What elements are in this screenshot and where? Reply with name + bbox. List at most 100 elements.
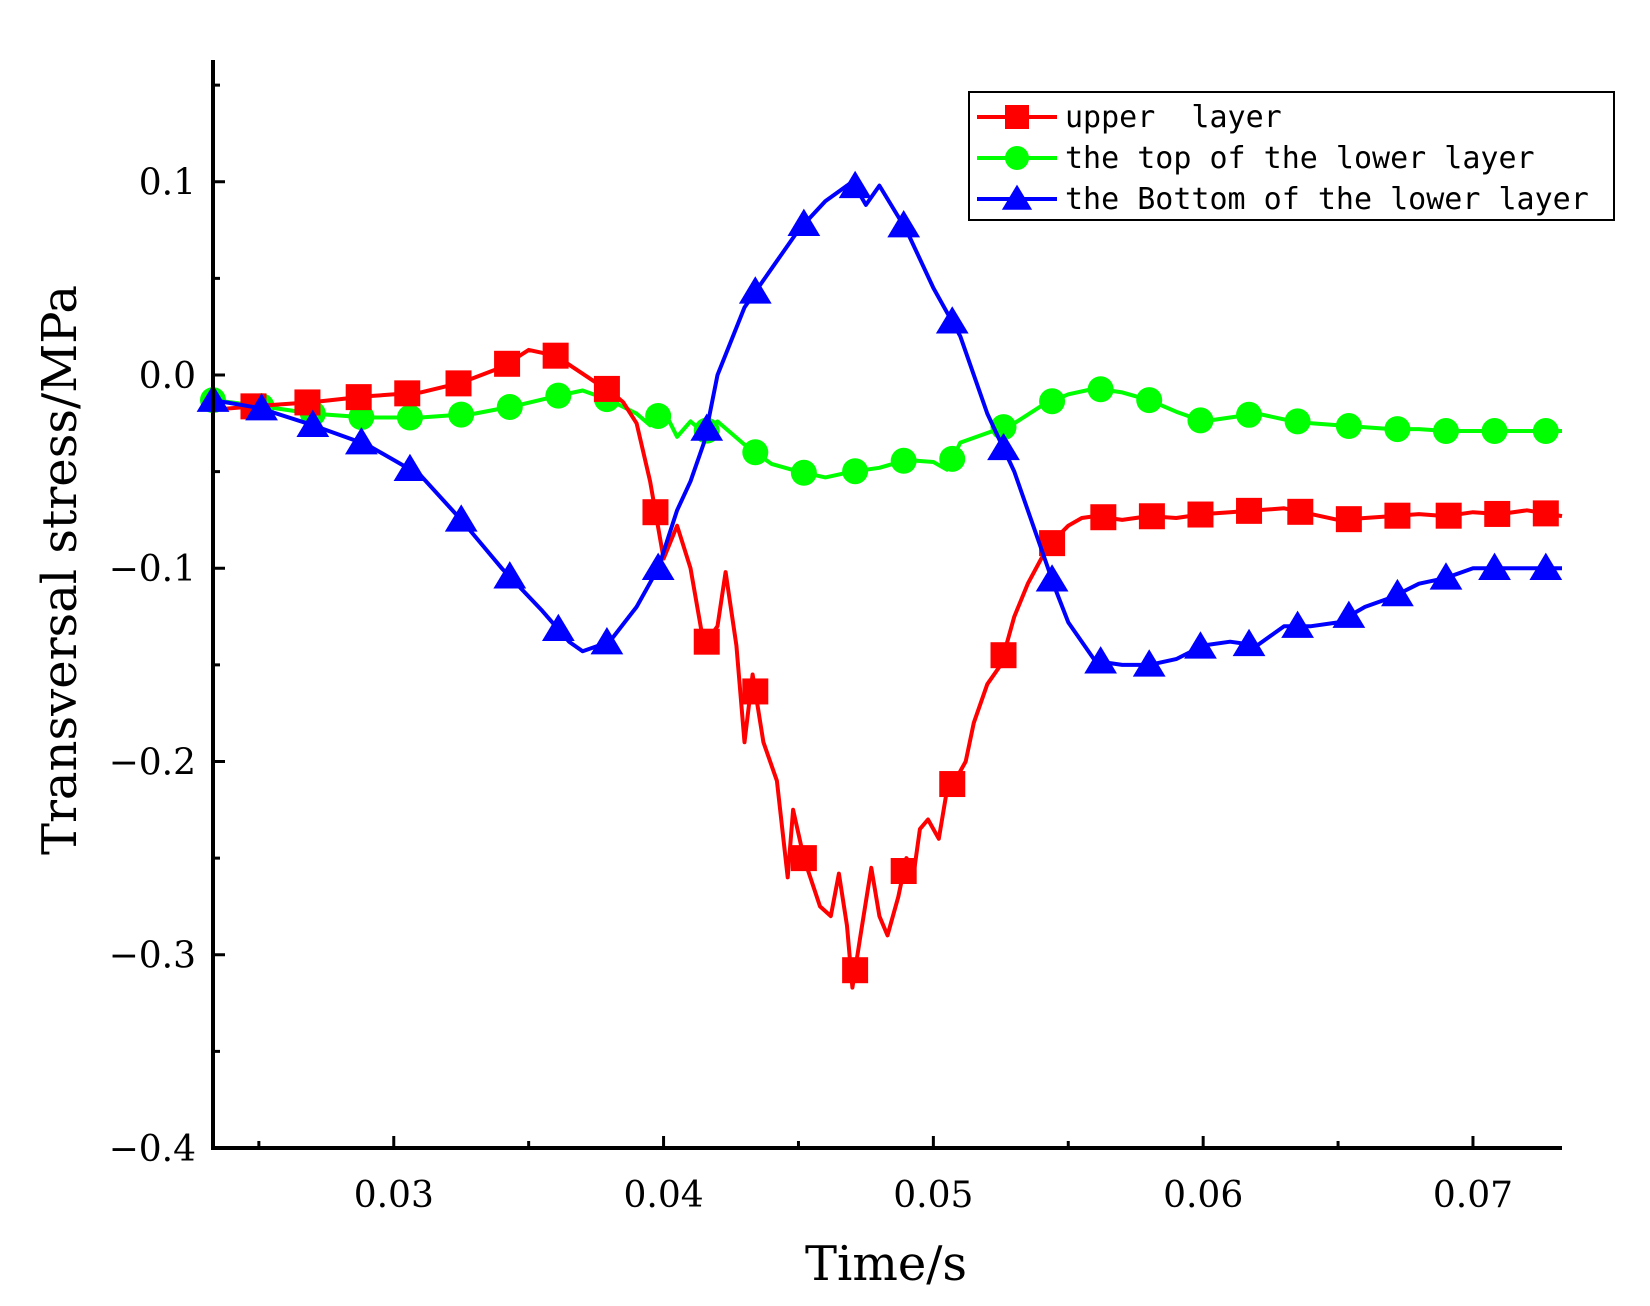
data-point [345,427,378,455]
data-point [396,404,423,431]
y-tick-label: −0.1 [109,549,196,590]
legend-item: the top of the lower layer [977,141,1535,176]
data-point [939,771,966,798]
data-point [1332,600,1366,628]
legend-marker-circle [1005,146,1029,170]
data-point [890,447,917,474]
data-point [1187,501,1214,528]
legend-label: the top of the lower layer [1065,141,1535,176]
data-point [887,210,921,238]
data-point [742,678,769,705]
x-tick-label: 0.03 [354,1175,434,1216]
data-point [394,380,421,407]
series-line [212,179,1562,667]
data-point [1532,418,1559,445]
data-point [245,393,278,421]
data-point [444,504,478,532]
data-point [1184,631,1217,659]
data-point [1435,502,1462,529]
x-tick-label: 0.06 [1163,1175,1243,1216]
x-tick-label: 0.07 [1433,1175,1513,1216]
data-point [1039,388,1066,415]
legend-item: upper layer [977,100,1282,135]
x-axis-title: Time/s [805,1236,967,1292]
data-point [448,401,475,428]
ticks-layer: 0.03 0.04 0.05 0.06 0.07 0.1 0.0 −0.1 −0.2 −0.3 −0… [109,83,1513,1216]
data-point [1432,418,1459,445]
data-point [693,628,720,655]
data-point [1384,416,1411,443]
data-point [542,342,569,369]
data-point [742,439,769,466]
data-point [1187,407,1214,434]
data-point [1429,562,1463,590]
data-point [842,957,869,984]
data-point [593,375,620,402]
data-point [1090,504,1117,531]
data-point [1335,506,1362,533]
series-layer [196,170,1563,990]
data-point [787,208,821,236]
legend-box [968,91,1615,221]
series-line [212,347,1563,990]
x-tick-label: 0.04 [623,1175,703,1216]
data-point [1035,564,1069,592]
data-point [1335,413,1362,440]
data-point [493,561,527,589]
data-point [1287,498,1314,525]
data-point [445,370,472,397]
legend-label: upper layer [1065,100,1282,135]
data-point [1384,502,1411,529]
data-point [545,382,572,409]
data-point [690,413,724,441]
data-point [838,170,872,199]
data-point [1481,418,1508,445]
data-point [842,458,869,485]
data-point [645,402,672,429]
data-point [345,384,372,411]
data-point [939,445,966,472]
data-point [642,499,669,526]
y-tick-label: 0.1 [139,163,196,204]
data-point [790,845,817,872]
data-point [1484,500,1511,527]
y-tick-label: −0.2 [109,742,196,783]
data-point [1529,552,1563,580]
data-point [1281,610,1314,638]
legend-label: the Bottom of the lower layer [1065,182,1589,217]
data-point [1087,376,1114,403]
data-point [790,459,817,486]
data-point [738,276,772,304]
y-axis-title: Transversal stress/MPa [32,285,88,855]
data-point [987,432,1020,461]
data-point [990,642,1017,669]
y-tick-label: −0.3 [109,936,196,977]
legend: upper layer the top of the lower layer the… [968,91,1615,221]
legend-marker-triangle [1001,184,1033,210]
data-point [1138,503,1165,530]
data-point [1236,497,1263,524]
data-point [296,409,330,437]
data-point [1381,578,1414,607]
data-point [1136,387,1163,414]
data-point [1132,649,1166,677]
y-tick-label: 0.0 [139,356,196,397]
data-point [1532,500,1559,527]
data-point [494,350,521,377]
data-point [590,627,624,655]
data-point [641,552,675,580]
data-point [1236,401,1263,428]
data-point [1284,408,1311,435]
data-point [1232,628,1266,657]
data-point [541,613,575,642]
data-point [496,393,523,420]
data-point [1478,552,1511,580]
data-point [1084,646,1118,674]
y-tick-label: −0.4 [109,1129,196,1170]
data-point [890,858,917,885]
data-point [935,306,969,334]
data-point [294,389,321,416]
legend-marker-square [1005,105,1029,129]
data-point [348,404,375,431]
